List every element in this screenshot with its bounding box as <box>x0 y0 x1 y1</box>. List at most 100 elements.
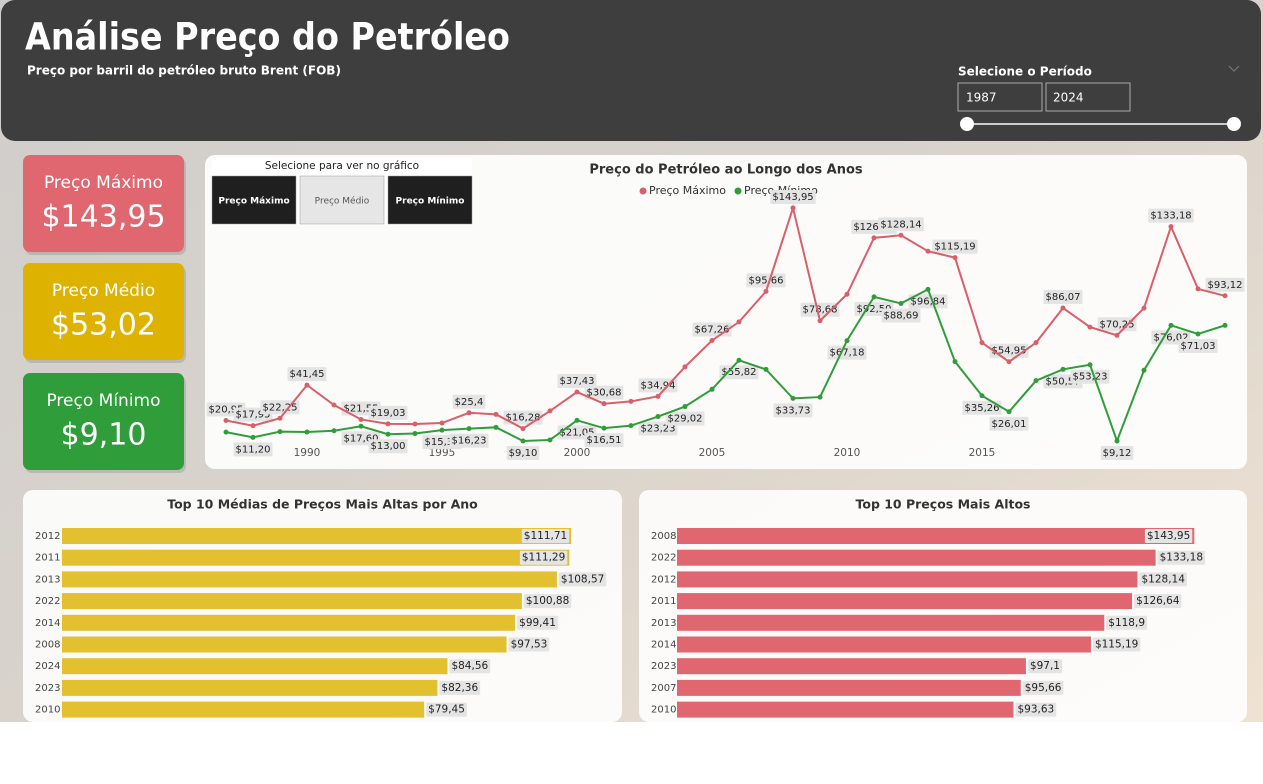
label-background <box>1134 594 1182 609</box>
start-input[interactable] <box>957 82 1043 112</box>
series-point <box>574 417 580 423</box>
label-background <box>1092 637 1141 652</box>
data-label: $133,18 <box>1160 552 1203 564</box>
label-background <box>800 302 840 317</box>
toggle-buttons: Preço Máximo Preço Médio Preço Mínimo <box>211 175 473 225</box>
series-point <box>979 340 985 346</box>
data-label: $37,43 <box>560 376 595 387</box>
label-background <box>932 239 978 254</box>
label-background <box>1022 680 1064 695</box>
series-point <box>925 286 931 292</box>
bar <box>677 658 1026 675</box>
data-label: $118,9 <box>1108 617 1145 629</box>
label-background <box>878 217 924 232</box>
data-label: $16,51 <box>587 435 622 446</box>
series-line <box>225 204 1226 430</box>
bar <box>62 658 448 675</box>
slider-handle[interactable] <box>1227 117 1241 131</box>
data-label: $13,00 <box>371 441 406 452</box>
data-label: $16,28 <box>506 413 541 424</box>
label-background <box>452 394 486 409</box>
label-background <box>1097 317 1137 332</box>
toggle-button-label: Preço Médio <box>315 196 370 207</box>
label-background <box>449 433 489 448</box>
data-label: $93,12 <box>1208 280 1243 291</box>
label-background <box>665 411 705 426</box>
label-background <box>1148 208 1194 223</box>
data-label: $20,95 <box>209 404 244 415</box>
y-tick-label: 2022 <box>35 596 60 607</box>
series-point <box>817 318 823 324</box>
label-background <box>517 615 558 630</box>
data-label: $79,45 <box>428 704 465 716</box>
series-point <box>1006 409 1012 415</box>
toggle-button[interactable] <box>299 175 385 225</box>
data-label: $50,57 <box>1046 376 1081 387</box>
data-label: $78,68 <box>803 305 838 316</box>
data-label: $17,60 <box>344 433 379 444</box>
slider-handle[interactable] <box>960 117 974 131</box>
series-point <box>844 338 850 344</box>
data-label: $29,02 <box>668 414 703 425</box>
y-tick-label: 2010 <box>35 705 60 716</box>
series-point <box>574 389 580 395</box>
data-label: $82,36 <box>441 682 478 694</box>
end-input[interactable] <box>1045 82 1131 112</box>
bar <box>62 549 570 566</box>
series-point <box>871 235 877 241</box>
data-label: $54,95 <box>992 346 1027 357</box>
label-background <box>1144 529 1193 543</box>
data-label: $93,63 <box>1017 704 1054 716</box>
label-background <box>557 374 597 389</box>
series-point <box>952 255 958 261</box>
label-background <box>1070 369 1110 384</box>
legend-marker <box>639 187 647 195</box>
chevron-icon[interactable] <box>1228 65 1240 72</box>
data-label: $111,29 <box>522 552 565 564</box>
toggle-button[interactable] <box>211 175 297 225</box>
series-point <box>655 393 661 399</box>
label-background <box>908 294 948 309</box>
series-point <box>1060 366 1066 372</box>
series-point <box>682 404 688 410</box>
series-point <box>1087 324 1093 330</box>
series-point <box>709 337 715 343</box>
label-background <box>584 385 624 400</box>
chart-title: Top 10 Médias de Preços Mais Altas por A… <box>167 497 478 512</box>
label-background <box>1106 615 1148 630</box>
series-point <box>520 438 526 444</box>
label-background <box>558 572 607 587</box>
page-title: Análise Preço do Petróleo <box>25 16 510 59</box>
label-background <box>439 680 481 695</box>
label-background <box>1015 702 1057 717</box>
label-background <box>368 405 408 420</box>
data-label: $71,03 <box>1181 341 1216 352</box>
series-line <box>225 287 1226 444</box>
series-point <box>1195 286 1201 292</box>
label-background <box>881 308 921 323</box>
data-label: $84,56 <box>451 660 488 672</box>
kpi-card <box>23 263 184 360</box>
page-subtitle: Preço por barril do petróleo bruto Brent… <box>27 64 341 78</box>
data-label: $16,23 <box>452 436 487 447</box>
y-tick-label: 2024 <box>35 661 60 672</box>
kpi-cards: Preço Máximo $143,95 Preço Médio $53,02 Preç… <box>23 155 186 473</box>
toggle-button[interactable] <box>387 175 473 225</box>
label-background <box>719 365 759 380</box>
legend-marker <box>734 187 742 195</box>
series-point <box>385 421 391 427</box>
label-background <box>521 529 570 543</box>
label-background <box>638 378 678 393</box>
data-label: $92,50 <box>857 304 892 315</box>
end-value: 2024 <box>1053 91 1084 105</box>
label-background <box>449 659 491 674</box>
data-label: $23,23 <box>641 424 676 435</box>
data-label: $53,23 <box>1073 372 1108 383</box>
series-point <box>466 426 472 432</box>
data-label: $34,94 <box>641 380 676 391</box>
data-label: $126,64 <box>1136 595 1180 607</box>
series-point <box>1114 438 1120 444</box>
series-point <box>601 401 607 407</box>
series-point <box>331 428 337 434</box>
series-point <box>277 415 283 421</box>
